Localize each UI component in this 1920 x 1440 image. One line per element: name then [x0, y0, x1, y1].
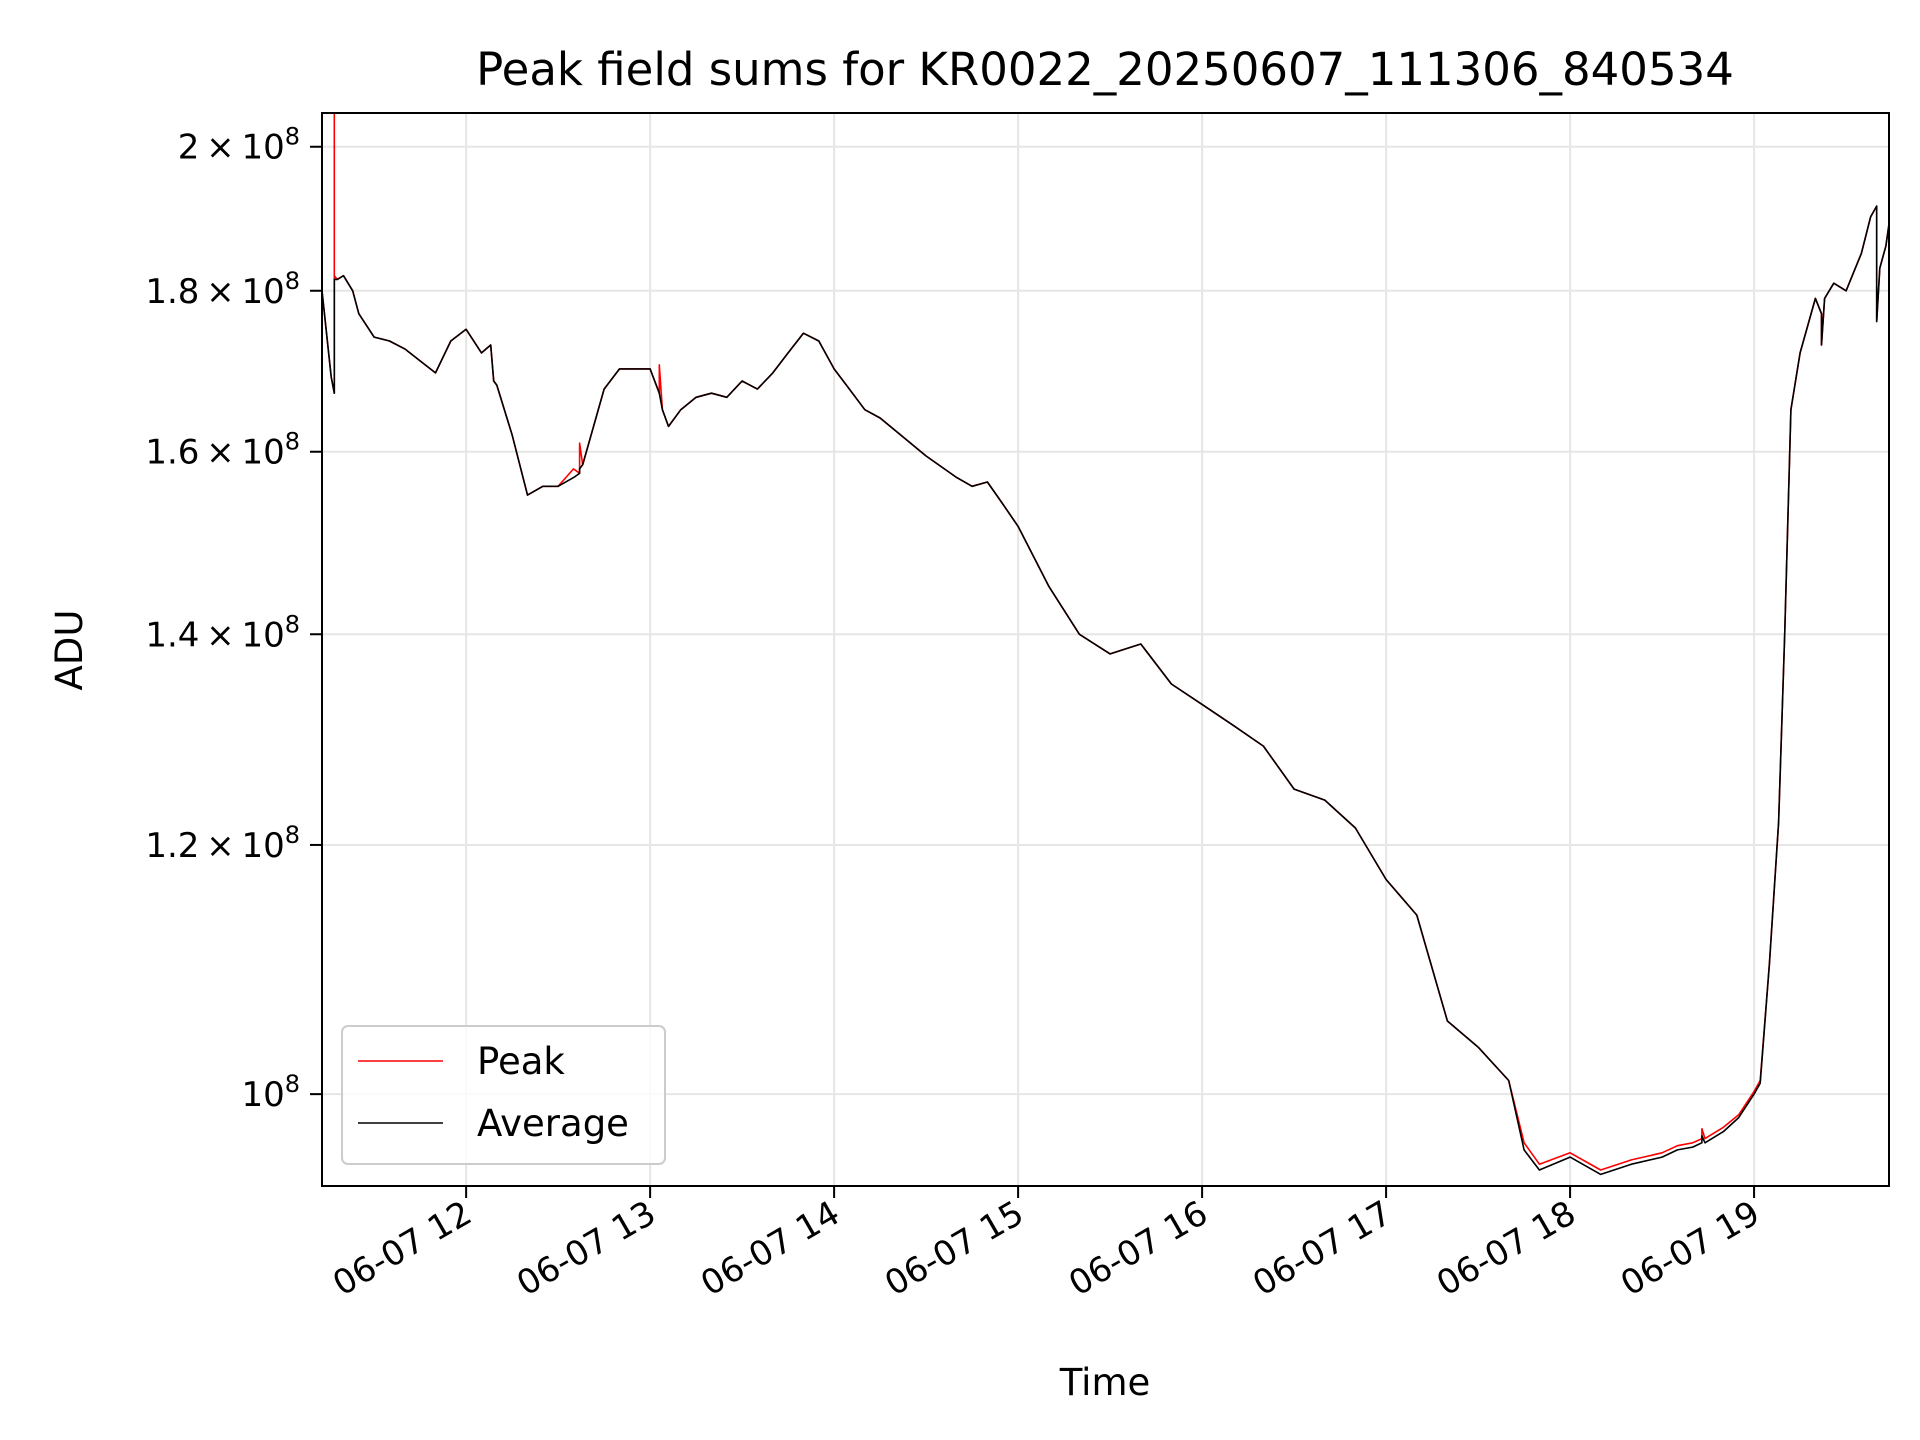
y-tick-label: 2 × 108 [178, 123, 300, 168]
series-line-average [321, 205, 1890, 1176]
legend: Peak Average [341, 1025, 666, 1165]
y-tick-label: 1.6 × 108 [145, 428, 300, 473]
y-tick-label: 1.2 × 108 [145, 821, 300, 866]
y-tick-label: 108 [241, 1070, 300, 1115]
x-axis-label: Time [1059, 1361, 1151, 1404]
chart-title: Peak field sums for KR0022_20250607_1113… [476, 43, 1734, 96]
legend-label-average: Average [477, 1102, 629, 1145]
plot-frame [321, 112, 1890, 1187]
series-layer [321, 112, 1890, 1176]
legend-label-peak: Peak [477, 1040, 565, 1083]
y-tick-label: 1.8 × 108 [145, 267, 300, 312]
y-tick-label: 1.4 × 108 [145, 610, 300, 655]
y-axis-label: ADU [48, 610, 91, 691]
